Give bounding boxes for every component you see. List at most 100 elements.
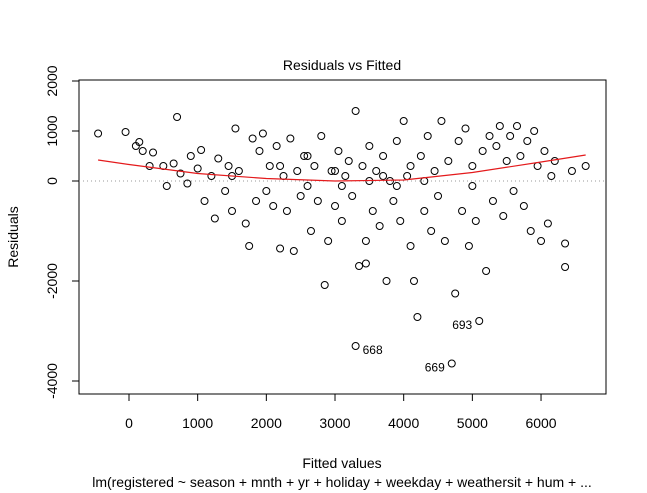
point: [475, 317, 484, 325]
y-tick-label: -2000: [44, 263, 60, 299]
point: [379, 172, 388, 180]
point: [413, 313, 422, 321]
y-tick-label: 0: [44, 177, 60, 185]
point: [94, 129, 103, 138]
point: [341, 172, 350, 180]
point: [423, 132, 432, 140]
point: [135, 138, 144, 146]
point: [389, 197, 398, 205]
point: [416, 152, 425, 160]
point: [495, 122, 504, 130]
point: [337, 182, 346, 190]
point: [392, 182, 401, 190]
point: [382, 277, 391, 285]
point: [300, 152, 309, 160]
point: [567, 167, 576, 175]
point: [317, 132, 326, 140]
point: [173, 113, 182, 121]
point: [471, 217, 480, 225]
point: [269, 202, 278, 210]
point: [478, 147, 487, 155]
x-tick-label: 2000: [251, 415, 282, 431]
point: [454, 137, 463, 145]
point: [293, 167, 302, 175]
point: [409, 277, 418, 285]
point: [313, 197, 322, 205]
point: [537, 237, 546, 245]
point-label: 668: [363, 343, 383, 357]
point: [437, 117, 446, 125]
point: [365, 142, 374, 150]
point: [468, 162, 477, 170]
x-tick-label: 5000: [457, 415, 488, 431]
point: [561, 239, 570, 248]
x-tick-label: 0: [125, 415, 133, 431]
point: [234, 167, 243, 175]
point: [255, 147, 264, 155]
point: [492, 142, 501, 150]
point: [331, 202, 340, 210]
point: [434, 192, 443, 200]
point: [320, 281, 329, 289]
point: [375, 222, 384, 230]
point: [533, 162, 542, 170]
point: [207, 172, 216, 180]
chart-title: Residuals vs Fitted: [283, 57, 401, 73]
x-tick-label: 6000: [525, 415, 556, 431]
point: [488, 197, 497, 205]
point: [458, 207, 467, 215]
point: [303, 182, 312, 190]
point: [506, 132, 515, 140]
y-tick-label: -4000: [44, 363, 60, 399]
point: [282, 207, 291, 215]
point: [176, 169, 185, 178]
point: [430, 167, 439, 175]
point: [396, 217, 405, 225]
point: [327, 167, 336, 175]
point: [276, 244, 285, 253]
x-tick-label: 1000: [182, 415, 213, 431]
point: [183, 179, 192, 188]
point: [464, 242, 473, 250]
point: [348, 192, 357, 200]
point: [526, 227, 535, 235]
point: [138, 147, 147, 155]
point: [351, 107, 360, 115]
point: [502, 157, 511, 165]
point: [519, 202, 528, 210]
point: [145, 162, 154, 170]
point: [334, 147, 343, 155]
smooth-line: [98, 154, 586, 182]
point: [372, 167, 381, 175]
point: [296, 192, 305, 200]
point: [403, 172, 412, 180]
point: [385, 177, 394, 185]
y-tick-label: 2000: [44, 65, 60, 96]
point: [221, 187, 230, 195]
point: [303, 152, 312, 160]
point: [512, 122, 521, 130]
x-tick-label: 3000: [319, 415, 350, 431]
point: [193, 164, 202, 173]
point: [485, 132, 494, 140]
point: [310, 162, 319, 170]
point: [224, 162, 233, 170]
point: [523, 137, 532, 145]
point: [210, 214, 219, 223]
point: [324, 237, 333, 245]
point: [482, 267, 491, 275]
point: [361, 237, 370, 245]
point: [444, 157, 453, 165]
point: [149, 148, 158, 157]
y-axis-label: Residuals: [5, 206, 21, 267]
point: [262, 187, 271, 195]
point: [306, 227, 315, 235]
point: [451, 289, 460, 298]
point: [186, 152, 195, 160]
point: [499, 212, 508, 220]
point: [516, 152, 525, 160]
point: [272, 142, 281, 150]
x-axis-label: Fitted values: [302, 455, 381, 471]
point: [406, 242, 415, 250]
